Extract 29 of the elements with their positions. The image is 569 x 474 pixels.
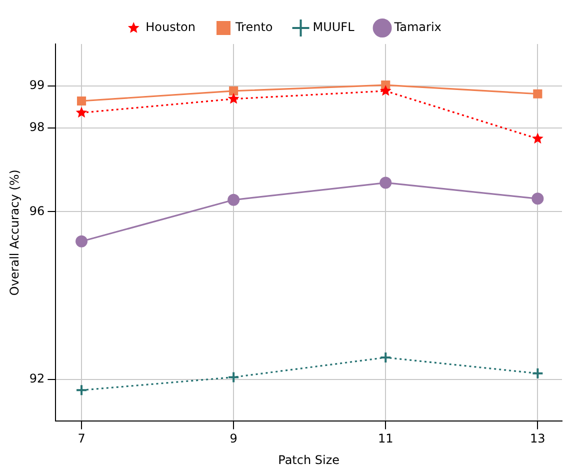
x-tick-label: 9 (230, 432, 238, 446)
legend-label: Tamarix (393, 20, 442, 34)
x-axis-title: Patch Size (278, 452, 340, 467)
point (380, 351, 392, 364)
point (76, 106, 88, 118)
y-axis-title: Overall Accuracy (%) (7, 170, 22, 296)
point (228, 194, 240, 206)
legend-label: Houston (146, 20, 196, 34)
point (228, 92, 240, 104)
point (533, 89, 542, 98)
y-tick-label: 99 (29, 78, 45, 92)
point (380, 84, 392, 96)
point (532, 132, 544, 144)
point (532, 192, 544, 205)
point (76, 384, 88, 396)
y-tick-label: 98 (29, 120, 45, 134)
point (228, 371, 240, 384)
y-tick-label: 96 (29, 204, 45, 218)
y-tick-label: 92 (29, 371, 45, 386)
point (229, 86, 238, 96)
point (380, 176, 392, 189)
legend-label: MUUFL (312, 20, 355, 34)
point (76, 235, 88, 248)
point (532, 367, 544, 380)
x-tick-label: 7 (78, 432, 86, 446)
x-tick-label: 11 (378, 432, 394, 446)
legend-label: Trento (234, 20, 273, 34)
x-tick-label: 13 (530, 432, 546, 446)
point (76, 96, 86, 106)
